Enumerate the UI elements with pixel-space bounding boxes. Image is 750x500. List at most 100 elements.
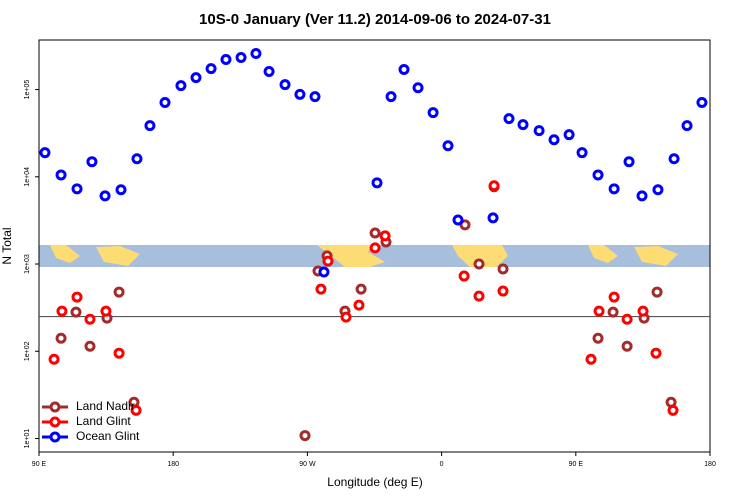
point xyxy=(353,299,365,311)
point xyxy=(369,227,381,239)
chart-title: 10S-0 January (Ver 11.2) 2014-09-06 to 2… xyxy=(199,11,551,28)
point xyxy=(607,306,619,318)
point xyxy=(503,113,515,125)
point xyxy=(548,134,560,146)
point xyxy=(100,305,112,317)
point xyxy=(130,404,142,416)
point xyxy=(369,242,381,254)
point xyxy=(621,313,633,325)
legend-marker xyxy=(49,431,61,443)
y-tick-label: 1e+04 xyxy=(24,167,31,187)
x-tick-label: 180 xyxy=(167,461,179,468)
point xyxy=(585,353,597,365)
point xyxy=(322,255,334,267)
point xyxy=(667,404,679,416)
point xyxy=(517,119,529,131)
x-axis-label: Longitude (deg E) xyxy=(327,475,422,489)
point xyxy=(636,190,648,202)
map-strip xyxy=(39,245,710,267)
legend-label: Ocean Glint xyxy=(76,429,140,443)
point xyxy=(637,305,649,317)
point xyxy=(379,230,391,242)
point xyxy=(220,54,232,66)
point xyxy=(71,183,83,195)
point xyxy=(442,140,454,152)
point xyxy=(48,353,60,365)
point xyxy=(315,283,327,295)
point xyxy=(56,305,68,317)
point xyxy=(159,97,171,109)
legend-label: Land Nadir xyxy=(76,399,135,413)
x-tick-label: 90 E xyxy=(32,461,47,468)
y-tick-label: 1e+05 xyxy=(24,80,31,100)
point xyxy=(205,63,217,75)
point xyxy=(115,184,127,196)
point xyxy=(340,311,352,323)
legend-marker xyxy=(49,416,61,428)
point xyxy=(563,129,575,141)
point xyxy=(113,286,125,298)
point xyxy=(427,107,439,119)
x-tick-label: 90 W xyxy=(299,461,316,468)
plot-frame xyxy=(38,39,711,453)
point xyxy=(473,258,485,270)
point xyxy=(497,263,509,275)
point xyxy=(279,79,291,91)
point xyxy=(318,266,330,278)
point xyxy=(84,340,96,352)
point xyxy=(681,120,693,132)
point xyxy=(99,190,111,202)
point xyxy=(250,48,262,60)
point xyxy=(473,290,485,302)
point xyxy=(113,347,125,359)
point xyxy=(71,291,83,303)
point xyxy=(309,91,321,103)
point xyxy=(621,340,633,352)
point xyxy=(294,88,306,100)
legend-label: Land Glint xyxy=(76,414,131,428)
point xyxy=(175,80,187,92)
point xyxy=(452,214,464,226)
point xyxy=(263,66,275,78)
point xyxy=(696,97,708,109)
point xyxy=(131,153,143,165)
point xyxy=(608,291,620,303)
point xyxy=(651,286,663,298)
point xyxy=(487,212,499,224)
x-tick-label: 90 E xyxy=(569,461,584,468)
y-tick-label: 1e+01 xyxy=(24,429,31,449)
point xyxy=(299,430,311,442)
point xyxy=(650,347,662,359)
point xyxy=(592,332,604,344)
point xyxy=(608,183,620,195)
point xyxy=(371,177,383,189)
point xyxy=(84,313,96,325)
point xyxy=(144,120,156,132)
point xyxy=(235,52,247,64)
point xyxy=(458,270,470,282)
point xyxy=(398,63,410,75)
point xyxy=(55,332,67,344)
point xyxy=(576,147,588,159)
point xyxy=(592,169,604,181)
point xyxy=(459,219,471,231)
point xyxy=(623,156,635,168)
point xyxy=(190,72,202,84)
point xyxy=(39,147,51,159)
x-tick-label: 180 xyxy=(704,461,716,468)
point xyxy=(70,306,82,318)
point xyxy=(533,125,545,137)
point xyxy=(86,156,98,168)
point xyxy=(412,82,424,94)
point xyxy=(55,169,67,181)
y-tick-label: 1e+02 xyxy=(24,341,31,361)
point xyxy=(355,283,367,295)
legend-marker xyxy=(49,401,61,413)
y-axis-label: N Total xyxy=(0,227,14,264)
x-tick-label: 0 xyxy=(440,461,444,468)
point xyxy=(497,285,509,297)
point xyxy=(488,180,500,192)
point xyxy=(593,305,605,317)
point xyxy=(652,184,664,196)
